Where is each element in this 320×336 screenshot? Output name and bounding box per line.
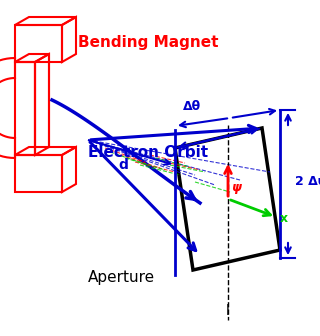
Text: Δθ: Δθ [183,100,201,113]
Text: ψ: ψ [231,181,241,194]
Text: Aperture: Aperture [88,270,155,285]
Text: Bending Magnet: Bending Magnet [78,35,219,50]
Text: x: x [280,212,288,225]
Text: l: l [226,304,230,318]
Text: Electron Orbit: Electron Orbit [88,145,208,160]
Text: 2 Δψ: 2 Δψ [295,175,320,188]
Text: d: d [118,158,128,172]
